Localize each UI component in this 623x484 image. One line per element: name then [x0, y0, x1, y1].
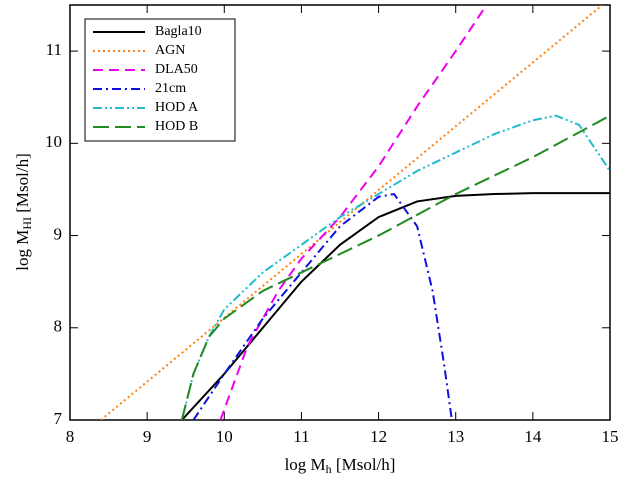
y-label-main: log M [13, 230, 32, 271]
x-tick-label: 11 [293, 427, 309, 446]
series-line [192, 192, 453, 420]
legend-box [84, 18, 236, 142]
x-tick-label: 10 [216, 427, 233, 446]
x-tick-label: 8 [66, 427, 75, 446]
y-label-rest: [Msol/h] [13, 153, 32, 217]
x-tick-label: 12 [370, 427, 387, 446]
x-tick-label: 13 [447, 427, 464, 446]
x-tick-label: 9 [143, 427, 152, 446]
legend-label: AGN [155, 43, 185, 58]
series-line [180, 114, 610, 420]
x-tick-label: 15 [602, 427, 619, 446]
y-tick-label: 9 [54, 224, 63, 243]
x-label-rest: [Msol/h] [332, 455, 396, 474]
x-tick-label: 14 [524, 427, 542, 446]
series-line [180, 114, 610, 420]
x-label-sub: h [326, 462, 332, 476]
series-line [100, 5, 603, 420]
legend: Bagla10 AGN DLA50 21cm HOD A HOD B [84, 18, 236, 142]
legend-label: 21cm [155, 81, 186, 96]
legend-label: DLA50 [155, 62, 198, 77]
legend-label: Bagla10 [155, 24, 202, 39]
series-line [181, 192, 610, 420]
y-tick-label: 10 [45, 132, 62, 151]
legend-label: HOD A [155, 100, 199, 115]
y-tick-label: 7 [54, 409, 63, 428]
y-label-sub: HI [20, 217, 34, 230]
x-axis-label: log Mh [Msol/h] [285, 455, 396, 476]
y-tick-label: 8 [54, 317, 63, 336]
x-label-main: log M [285, 455, 326, 474]
legend-label: HOD B [155, 119, 198, 134]
y-tick-label: 11 [46, 40, 62, 59]
y-axis-label: log MHI [Msol/h] [13, 153, 34, 271]
series-line [219, 5, 488, 420]
plot-frame [69, 4, 611, 421]
